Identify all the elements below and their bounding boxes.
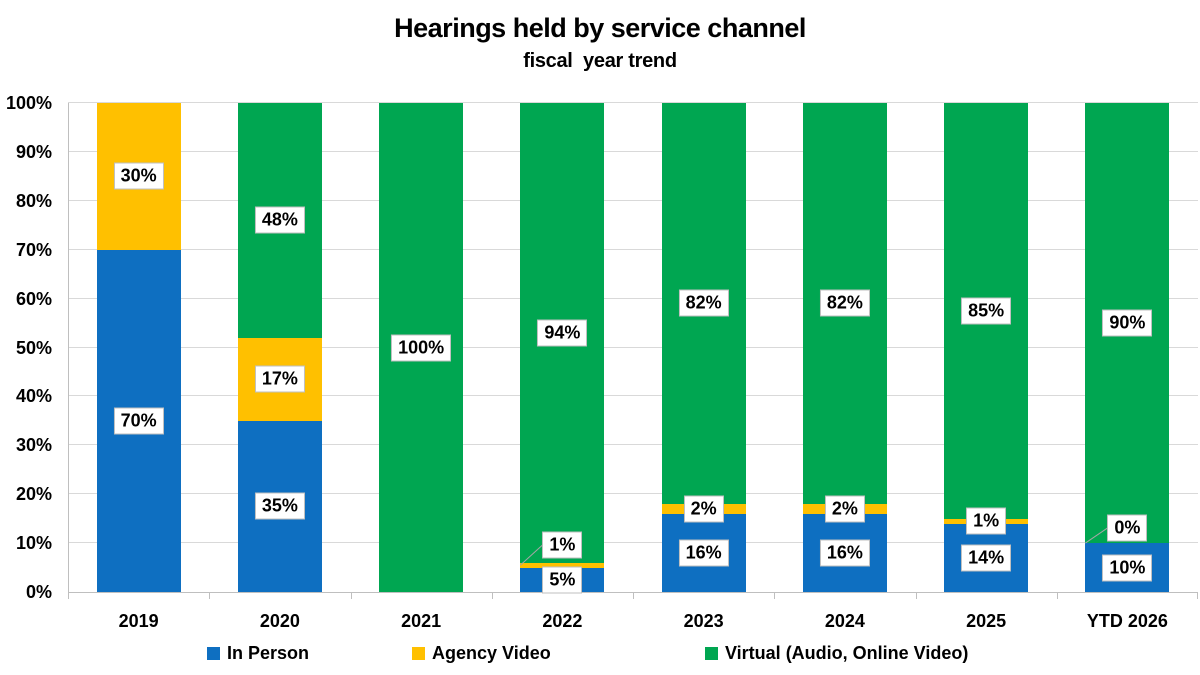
- y-axis-label: 60%: [15, 288, 52, 309]
- legend-item: In Person: [207, 641, 309, 665]
- gridline: [68, 346, 1198, 348]
- gridline: [68, 102, 1198, 103]
- data-label: 5%: [542, 566, 583, 594]
- y-axis-label: 90%: [15, 141, 52, 162]
- data-label: 48%: [254, 206, 305, 234]
- x-axis-label: 2020: [259, 611, 300, 631]
- gridline: [68, 395, 1198, 397]
- data-label: 82%: [678, 289, 729, 317]
- plot-area: 0% 10% 20% 30% 40% 50% 60% 70% 80% 90% 100% 2019 202…: [6, 93, 1198, 631]
- data-label: 0%: [1107, 514, 1148, 542]
- x-axis-label: YTD 2026: [1086, 611, 1168, 631]
- x-axis-line: [68, 592, 1198, 593]
- x-axis-label: 2021: [401, 611, 442, 631]
- gridline: [68, 150, 1198, 152]
- gridline: [68, 248, 1198, 250]
- chart-subtitle: fiscal year trend: [523, 50, 677, 72]
- bar-segment: [520, 562, 605, 568]
- y-axis-line: [68, 103, 69, 592]
- data-label: 30%: [113, 162, 164, 190]
- y-axis-label: 0%: [25, 582, 52, 602]
- data-label: 14%: [961, 544, 1012, 572]
- legend-item: Agency Video: [412, 641, 551, 665]
- data-label: 1%: [966, 507, 1007, 535]
- x-axis-label: 2025: [966, 611, 1007, 631]
- legend-label: In Person: [227, 643, 310, 663]
- data-label: 70%: [113, 407, 164, 435]
- x-axis-tick: [491, 593, 493, 599]
- gridline: [68, 444, 1198, 446]
- y-axis-label: 10%: [15, 533, 52, 554]
- gridline: [68, 493, 1198, 495]
- x-axis-tick: [774, 593, 776, 599]
- x-axis-tick: [350, 593, 352, 599]
- data-label: 17%: [254, 365, 305, 393]
- y-axis-label: 20%: [15, 484, 52, 505]
- data-label: 94%: [537, 319, 588, 347]
- x-axis-tick: [68, 593, 69, 599]
- x-axis-label: 2019: [118, 611, 159, 631]
- y-axis-label: 30%: [15, 435, 52, 456]
- x-axis-tick: [915, 593, 917, 599]
- legend-swatch-icon: [705, 646, 718, 660]
- data-label: 85%: [961, 297, 1012, 325]
- y-axis-label: 80%: [15, 190, 52, 211]
- gridline: [68, 297, 1198, 299]
- gridline: [68, 199, 1198, 201]
- data-label: 90%: [1102, 309, 1153, 337]
- y-axis-label: 100%: [5, 93, 52, 113]
- data-label: 2%: [683, 495, 724, 523]
- data-label: 10%: [1102, 554, 1153, 582]
- legend-item: Virtual (Audio, Online Video): [705, 641, 968, 665]
- legend: In Person Agency Video Virtual (Audio, Onl…: [0, 641, 1200, 665]
- x-axis-tick: [1197, 593, 1198, 599]
- legend-label: Agency Video: [432, 643, 551, 663]
- legend-swatch-icon: [207, 646, 220, 660]
- x-axis-label: 2022: [542, 611, 583, 631]
- x-axis-tick: [209, 593, 211, 599]
- chart-title: Hearings held by service channel: [394, 13, 806, 43]
- x-axis-label: 2024: [824, 611, 865, 631]
- legend-label: Virtual (Audio, Online Video): [725, 643, 969, 663]
- data-label: 35%: [254, 492, 305, 520]
- data-label: 1%: [542, 531, 583, 559]
- x-axis-tick: [633, 593, 634, 599]
- y-axis-label: 50%: [15, 337, 52, 358]
- y-axis-label: 70%: [15, 239, 52, 260]
- data-label: 82%: [819, 289, 870, 317]
- gridline: [68, 542, 1198, 544]
- x-axis-tick: [1056, 593, 1058, 599]
- x-axis-label: 2023: [683, 611, 724, 631]
- data-label: 16%: [678, 539, 729, 567]
- legend-swatch-icon: [412, 646, 425, 660]
- data-label: 16%: [819, 539, 870, 567]
- data-label: 2%: [824, 495, 865, 523]
- data-label: 100%: [391, 334, 452, 361]
- y-axis-label: 40%: [15, 386, 52, 407]
